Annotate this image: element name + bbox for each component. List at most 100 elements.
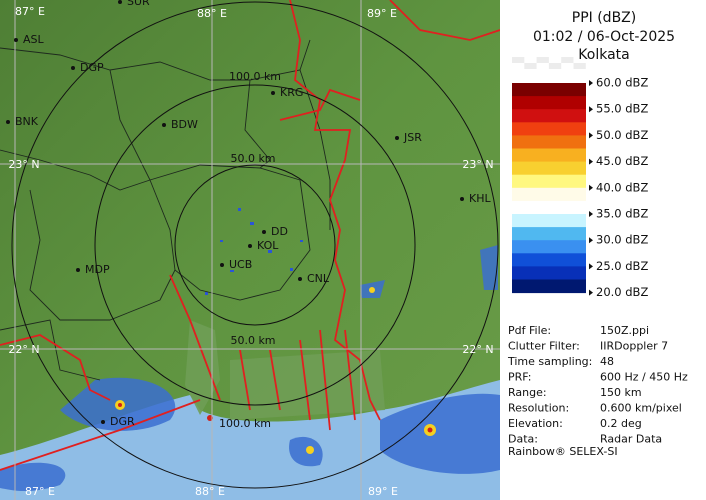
info-key: PRF: — [508, 371, 531, 384]
city-label: KRG — [280, 86, 303, 99]
color-swatch — [512, 214, 586, 222]
color-swatch — [512, 194, 586, 202]
legend-label: 45.0 dBZ — [596, 154, 648, 168]
color-swatch — [512, 168, 586, 176]
color-swatch — [512, 259, 586, 267]
city-dot — [71, 66, 75, 70]
info-key: Range: — [508, 386, 547, 399]
city-dot — [248, 244, 252, 248]
color-swatch — [512, 89, 586, 97]
info-value: 0.2 deg — [600, 417, 642, 430]
legend-arrow — [589, 80, 593, 86]
scatter-echoes — [205, 208, 303, 295]
district-borders — [0, 39, 331, 381]
city-dot — [118, 0, 122, 4]
color-swatch — [512, 96, 586, 104]
side-panel: PPI (dBZ) 01:02 / 06-Oct-2025 Kolkata 60… — [500, 0, 706, 500]
city-label: KHL — [469, 192, 491, 205]
color-swatch — [512, 102, 586, 110]
ring-label: 50.0 km — [230, 334, 275, 347]
color-swatch — [512, 174, 586, 182]
color-swatch — [512, 109, 586, 117]
info-key: Resolution: — [508, 402, 569, 415]
grid-label: 89° E — [368, 485, 398, 498]
legend-arrow — [589, 106, 593, 113]
city-dot — [395, 136, 399, 140]
color-swatch — [512, 141, 586, 149]
city-dot — [101, 420, 105, 424]
legend-arrow — [589, 158, 593, 165]
info-key: Clutter Filter: — [508, 340, 580, 353]
checker — [536, 57, 549, 63]
lat-lon-grid — [0, 0, 500, 500]
grid-label: 88° E — [195, 485, 225, 498]
info-key: Pdf File: — [508, 324, 551, 337]
legend-label: 55.0 dBZ — [596, 102, 648, 116]
city-dot — [6, 120, 10, 124]
color-swatch — [512, 240, 586, 248]
info-value: 48 — [600, 355, 614, 368]
color-swatch — [512, 181, 586, 189]
info-value: IIRDoppler 7 — [600, 340, 668, 353]
footer: Rainbow® SELEX-SI — [508, 445, 618, 458]
info-value: 600 Hz / 450 Hz — [600, 371, 688, 384]
legend-label: 35.0 dBZ — [596, 207, 648, 221]
info-value: 150Z.ppi — [600, 324, 649, 337]
legend-label: 40.0 dBZ — [596, 180, 648, 194]
city-dot — [14, 38, 18, 42]
color-swatch — [512, 161, 586, 169]
grid-label: 89° E — [367, 7, 397, 20]
checker — [524, 63, 537, 69]
legend-arrow — [589, 289, 593, 296]
legend-label: 25.0 dBZ — [596, 259, 648, 273]
grid-label: 88° E — [197, 7, 227, 20]
grid-label: 23° N — [8, 158, 39, 171]
color-swatch — [512, 220, 586, 228]
color-swatch — [512, 246, 586, 254]
checker — [561, 57, 574, 63]
color-swatch — [512, 266, 586, 274]
grid-label: 23° N — [462, 158, 493, 171]
city-label: JSR — [403, 131, 422, 144]
city-dot — [76, 268, 80, 272]
info-value: 0.600 km/pixel — [600, 402, 682, 415]
checker — [548, 63, 562, 69]
color-swatch — [512, 253, 586, 261]
grid-label: 87° E — [15, 5, 45, 18]
boundary-lines — [0, 0, 500, 471]
legend-arrow — [589, 211, 593, 217]
radar-map: 87° E 88° E 89° E 23° N 22° N 23° N 22° N 87° E… — [0, 0, 500, 500]
city-label: DD — [271, 225, 288, 238]
color-swatch — [512, 187, 586, 195]
city-label: KOL — [257, 239, 279, 252]
info-key: Time sampling: — [507, 355, 592, 368]
info-value: Radar Data — [600, 433, 662, 446]
city-label: DGP — [80, 61, 104, 74]
info-key: Elevation: — [508, 417, 563, 430]
city-label: UCB — [229, 258, 252, 271]
city-label: BNK — [15, 115, 39, 128]
legend-label: 50.0 dBZ — [596, 128, 648, 142]
grid-label: 87° E — [25, 485, 55, 498]
city-dot — [262, 230, 266, 234]
grid-label: 22° N — [462, 343, 493, 356]
city-dot — [271, 91, 275, 95]
color-swatch — [512, 155, 586, 163]
delta — [185, 320, 385, 420]
city-label: DGR — [110, 415, 135, 428]
city-dot — [298, 277, 302, 281]
city-dot — [220, 263, 224, 267]
color-swatch — [512, 272, 586, 280]
color-swatch — [512, 135, 586, 143]
checker — [573, 63, 586, 69]
color-swatch — [512, 83, 586, 91]
legend-arrow — [589, 132, 593, 139]
legend-label: 20.0 dBZ — [596, 285, 648, 299]
color-swatch — [512, 128, 586, 136]
city-dot — [460, 197, 464, 201]
color-swatch — [512, 122, 586, 130]
legend-arrow — [589, 263, 593, 270]
city-dot — [162, 123, 166, 127]
legend-arrow — [589, 184, 593, 191]
